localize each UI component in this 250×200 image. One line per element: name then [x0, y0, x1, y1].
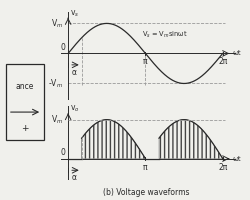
Text: ωt: ωt	[232, 156, 241, 162]
Text: v$_s$: v$_s$	[70, 8, 79, 19]
Text: 0: 0	[60, 43, 65, 52]
Text: π: π	[143, 57, 148, 66]
Text: V$_m$: V$_m$	[50, 113, 63, 126]
Text: ance: ance	[16, 82, 34, 91]
Text: 2π: 2π	[218, 163, 228, 172]
Text: 2π: 2π	[218, 57, 228, 66]
Text: +: +	[21, 124, 29, 133]
Text: -V$_m$: -V$_m$	[48, 77, 63, 90]
Bar	[6, 64, 44, 140]
Text: V$_s$ = V$_m$sinωt: V$_s$ = V$_m$sinωt	[142, 30, 188, 40]
Text: 0: 0	[60, 148, 65, 157]
Text: ωt: ωt	[232, 50, 241, 56]
Text: α: α	[72, 68, 77, 77]
Text: v$_o$: v$_o$	[70, 104, 79, 114]
Text: α: α	[72, 173, 77, 182]
Text: π: π	[143, 163, 148, 172]
Text: V$_m$: V$_m$	[50, 17, 63, 30]
Text: (b) Voltage waveforms: (b) Voltage waveforms	[103, 188, 190, 197]
